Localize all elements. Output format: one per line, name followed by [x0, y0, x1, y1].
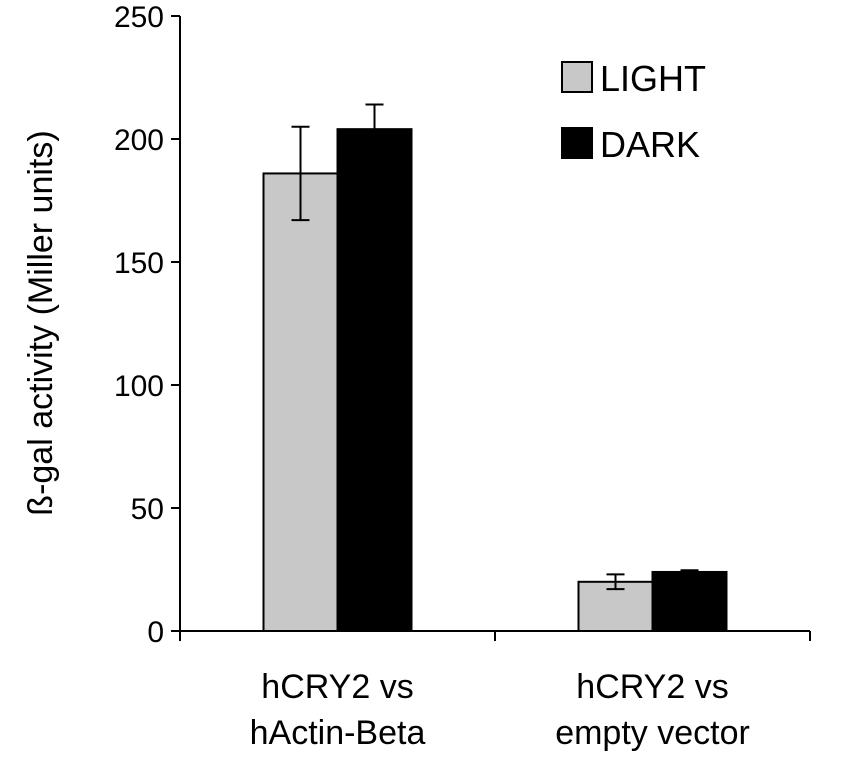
- bars: [262, 103, 728, 633]
- error-bar: [680, 569, 699, 575]
- bar-dark: [651, 570, 728, 633]
- x-category-label-line: hCRY2 vs: [576, 668, 728, 706]
- bar-light: [262, 172, 339, 632]
- y-tick-label: 150: [114, 247, 164, 280]
- y-tick-label: 250: [114, 1, 164, 34]
- legend-label: DARK: [600, 124, 700, 165]
- y-tick-label: 100: [114, 370, 164, 403]
- x-category-label: hCRY2 vs empty vector: [555, 668, 750, 752]
- legend-swatch: [561, 127, 593, 159]
- y-ticks: 0 50 100 150 200 250: [114, 1, 811, 649]
- y-axis-title: ß-gal activity (Miller units): [22, 130, 60, 515]
- y-tick-label: 50: [131, 493, 164, 526]
- error-bar: [365, 103, 384, 155]
- bar-dark: [336, 128, 413, 632]
- y-tick-label: 0: [147, 616, 164, 649]
- legend: LIGHT DARK: [561, 58, 706, 165]
- x-category-label: hCRY2 vs hActin-Beta: [250, 668, 426, 752]
- error-bar: [291, 125, 310, 222]
- x-categories: hCRY2 vs hActin-Beta hCRY2 vs empty vector: [250, 668, 750, 752]
- y-tick-label: 200: [114, 124, 164, 157]
- error-bar: [606, 573, 625, 591]
- x-category-label-line: hCRY2 vs: [261, 668, 413, 706]
- x-category-label-line: empty vector: [555, 714, 750, 752]
- legend-label: LIGHT: [600, 58, 706, 99]
- x-category-label-line: hActin-Beta: [250, 714, 426, 752]
- legend-item-light: LIGHT: [561, 58, 706, 99]
- legend-swatch: [561, 61, 593, 93]
- legend-item-dark: DARK: [561, 124, 700, 165]
